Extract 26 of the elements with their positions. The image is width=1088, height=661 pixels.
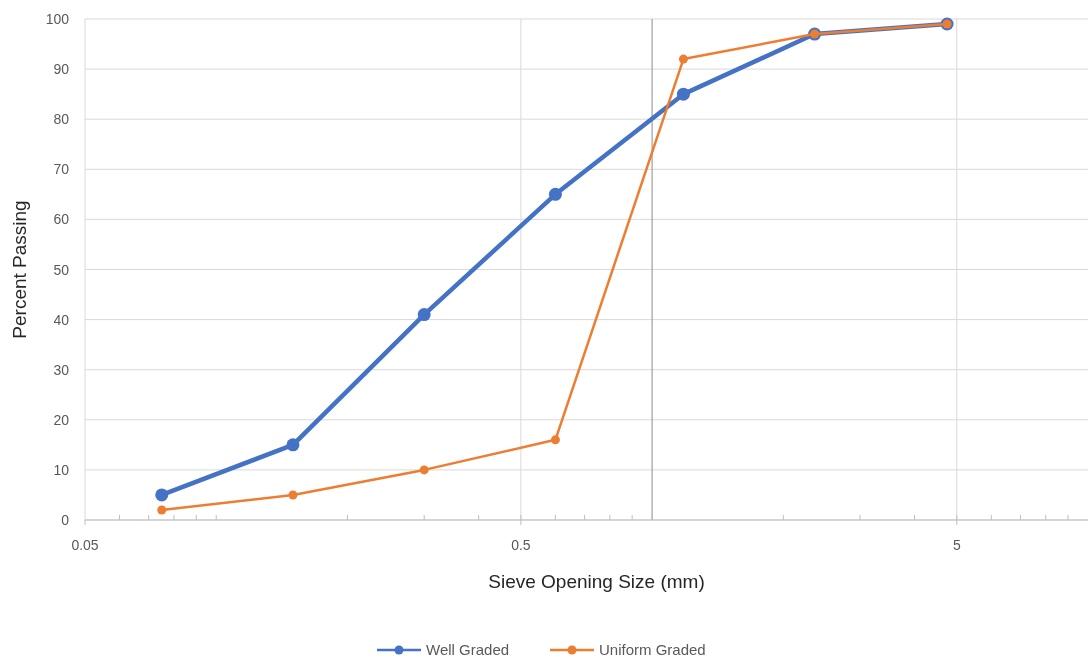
y-tick-label: 90 (53, 61, 70, 78)
y-tick-label: 70 (53, 161, 70, 178)
y-tick-label: 10 (53, 461, 70, 478)
point (286, 438, 300, 452)
point (155, 488, 169, 502)
point (157, 505, 167, 515)
y-axis-title: Percent Passing (9, 200, 30, 339)
legend-label: Uniform Graded (599, 641, 706, 658)
x-tick-label: 5 (952, 537, 961, 553)
x-axis-title: Sieve Opening Size (mm) (488, 571, 705, 592)
point (548, 187, 562, 201)
y-tick-label: 0 (61, 512, 70, 528)
point (419, 465, 429, 475)
point (550, 435, 560, 445)
y-tick-label: 100 (45, 11, 70, 27)
x-tick-label: 0.5 (511, 537, 531, 553)
y-tick-label: 30 (53, 361, 70, 378)
y-tick-label: 50 (53, 261, 70, 278)
x-tick-label: 0.05 (71, 537, 99, 553)
y-tick-label: 40 (53, 311, 70, 328)
legend-label: Well Graded (426, 641, 510, 658)
point (288, 490, 298, 500)
point (417, 308, 431, 322)
y-tick-label: 80 (53, 111, 70, 128)
y-tick-label: 60 (53, 211, 70, 228)
y-tick-label: 20 (53, 411, 70, 428)
